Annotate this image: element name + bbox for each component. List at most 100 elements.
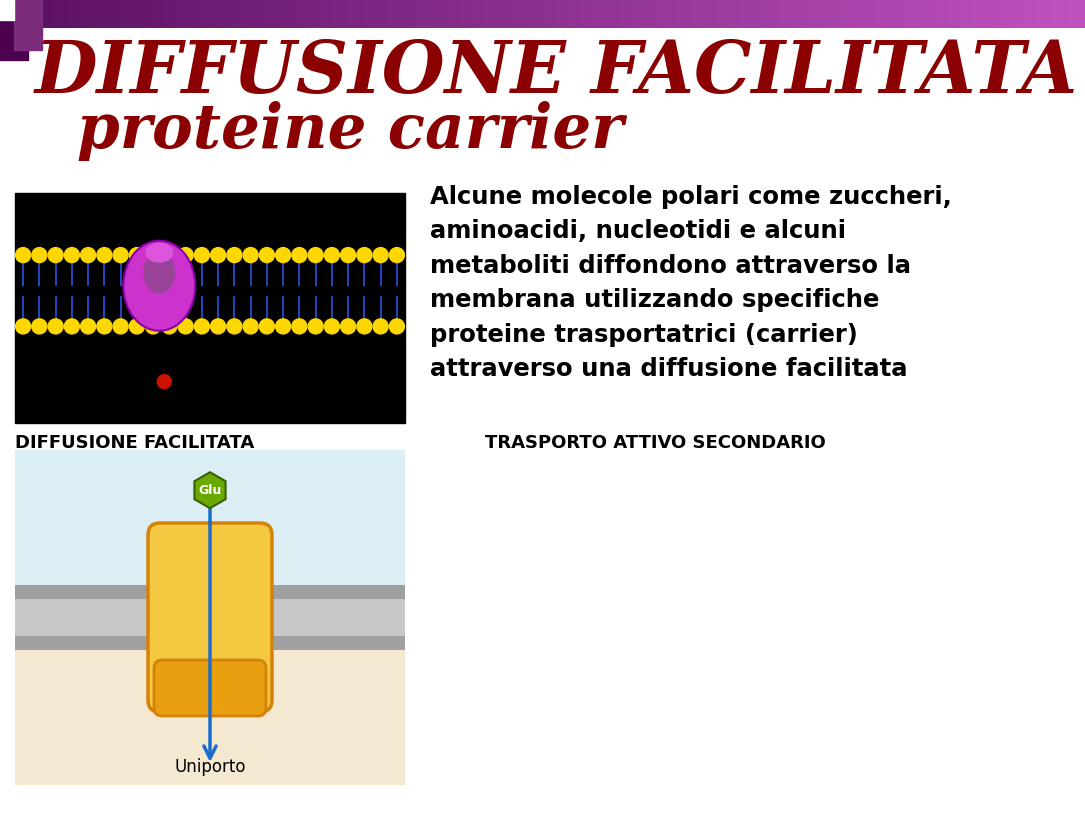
Bar [757, 0, 759, 28]
Bar [546, 0, 548, 28]
Bar [127, 0, 129, 28]
Bar [448, 0, 450, 28]
Bar [976, 0, 979, 28]
Bar [280, 0, 282, 28]
Bar [62, 0, 64, 28]
Bar [494, 0, 496, 28]
Bar [1083, 0, 1085, 28]
Bar [168, 0, 170, 28]
Bar [125, 0, 127, 28]
Bar [60, 0, 62, 28]
Bar [225, 0, 227, 28]
Bar [622, 0, 624, 28]
Bar [669, 0, 672, 28]
Bar [848, 0, 851, 28]
Bar [394, 0, 396, 28]
Bar [68, 0, 71, 28]
Bar [551, 0, 553, 28]
Bar [529, 0, 532, 28]
Circle shape [178, 248, 193, 263]
Bar [14, 0, 42, 50]
Bar [821, 0, 824, 28]
Bar [604, 0, 607, 28]
Bar [92, 0, 94, 28]
Bar [144, 0, 146, 28]
Bar [991, 0, 993, 28]
Bar [957, 0, 959, 28]
Circle shape [80, 319, 95, 334]
Bar [637, 0, 639, 28]
Bar [1033, 0, 1035, 28]
Bar [893, 0, 895, 28]
Bar [763, 0, 765, 28]
Bar [1036, 0, 1038, 28]
Bar [833, 0, 835, 28]
Ellipse shape [145, 243, 174, 263]
Bar [600, 0, 602, 28]
Bar [197, 0, 200, 28]
Bar [13, 0, 15, 28]
Bar [1038, 0, 1041, 28]
Bar [781, 0, 783, 28]
Bar [1014, 0, 1017, 28]
Bar [27, 0, 29, 28]
Bar [928, 0, 930, 28]
Bar [656, 0, 659, 28]
Bar [201, 0, 203, 28]
Bar [418, 0, 420, 28]
Bar [329, 0, 331, 28]
Bar [729, 0, 731, 28]
Bar [850, 0, 852, 28]
Bar [317, 0, 319, 28]
Bar [613, 0, 615, 28]
Bar [58, 0, 60, 28]
Bar [212, 0, 214, 28]
Bar [456, 0, 458, 28]
Bar [111, 0, 113, 28]
Bar [616, 0, 618, 28]
Bar [810, 0, 813, 28]
Bar [74, 0, 76, 28]
Bar [535, 0, 537, 28]
Bar [76, 0, 78, 28]
Bar [383, 0, 385, 28]
Bar [676, 0, 678, 28]
Bar [1058, 0, 1060, 28]
Bar [801, 0, 803, 28]
Circle shape [31, 319, 47, 334]
Bar [136, 0, 138, 28]
Bar [863, 0, 865, 28]
Bar [540, 0, 542, 28]
Circle shape [324, 248, 340, 263]
Bar [421, 0, 423, 28]
Bar [881, 0, 883, 28]
Bar [664, 0, 666, 28]
Bar [486, 0, 488, 28]
Bar [331, 0, 333, 28]
Circle shape [324, 319, 340, 334]
Bar [442, 0, 444, 28]
Bar [445, 0, 447, 28]
Circle shape [129, 248, 144, 263]
Bar [1023, 0, 1025, 28]
Bar [271, 0, 273, 28]
Bar [790, 0, 792, 28]
Circle shape [308, 248, 323, 263]
Bar [405, 0, 407, 28]
Bar [1017, 0, 1019, 28]
Bar [56, 0, 59, 28]
Circle shape [194, 319, 209, 334]
Bar [235, 0, 238, 28]
Bar [542, 0, 545, 28]
Bar [841, 0, 843, 28]
Bar [376, 0, 379, 28]
Bar [984, 0, 986, 28]
Bar [680, 0, 682, 28]
Bar [584, 0, 586, 28]
Bar [852, 0, 854, 28]
Bar [561, 0, 563, 28]
Bar [393, 0, 395, 28]
Bar [123, 0, 125, 28]
Bar [843, 0, 845, 28]
Circle shape [31, 248, 47, 263]
